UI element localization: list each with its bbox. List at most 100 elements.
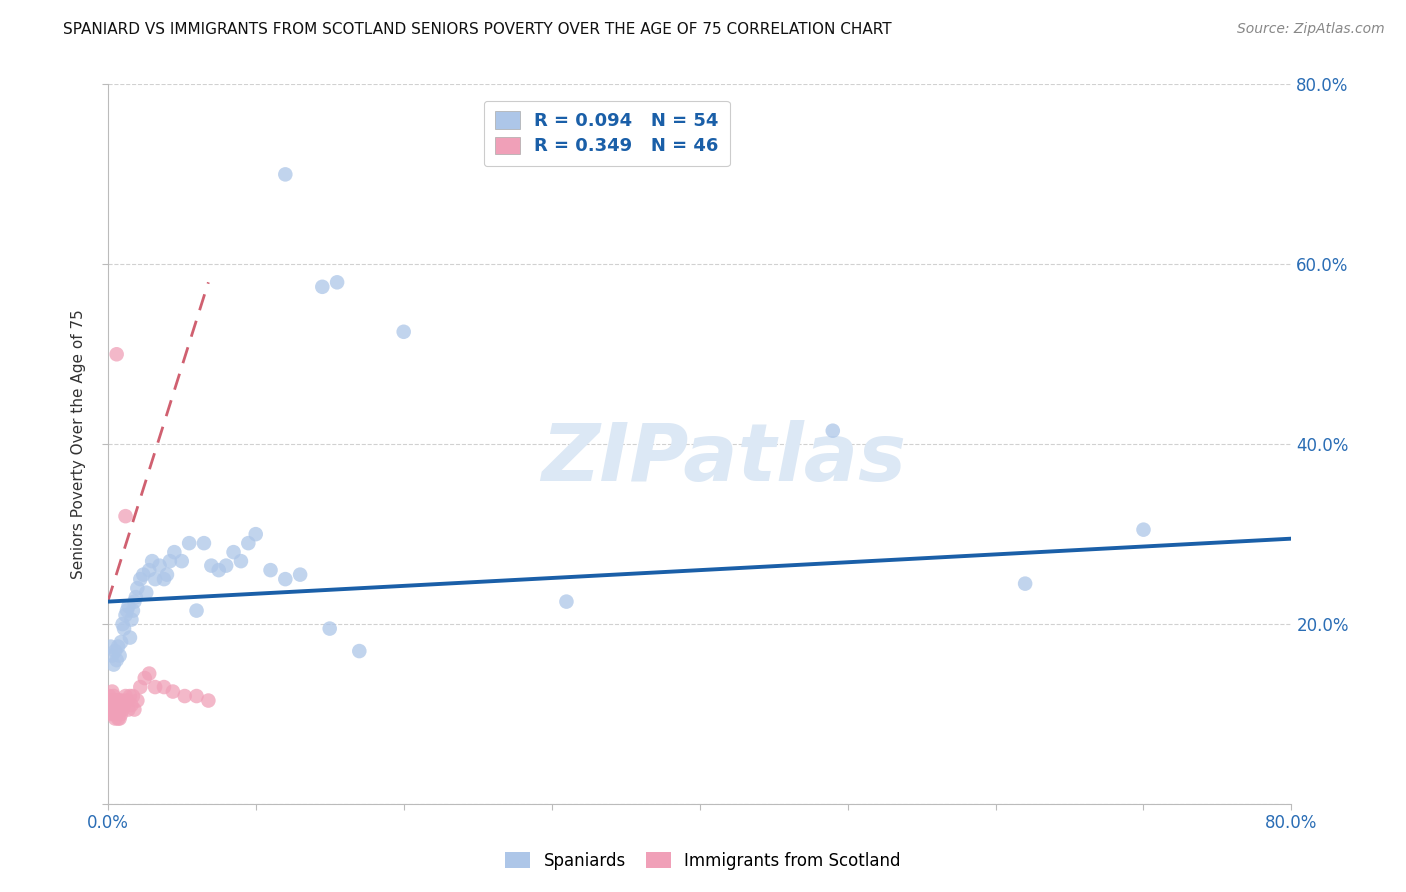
Point [107,702,129,716]
Point [288,567,311,582]
Point [179,536,201,550]
Point [193,536,215,550]
Point [111,617,134,632]
Point [110,635,132,649]
Y-axis label: Seniors Poverty Over the Age of 75: Seniors Poverty Over the Age of 75 [72,310,86,579]
Point [159,554,181,568]
Point [105,653,128,667]
Point [1014,576,1036,591]
Point [108,712,131,726]
Point [114,509,136,524]
Point [111,693,134,707]
Point [100,640,122,654]
Point [103,706,125,721]
Point [238,536,260,550]
Point [245,527,267,541]
Point [197,693,219,707]
Point [222,545,245,559]
Point [105,698,128,712]
Point [143,680,166,694]
Text: SPANIARD VS IMMIGRANTS FROM SCOTLAND SENIORS POVERTY OVER THE AGE OF 75 CORRELAT: SPANIARD VS IMMIGRANTS FROM SCOTLAND SEN… [63,22,891,37]
Point [274,572,297,586]
Point [122,604,145,618]
Legend: R = 0.094   N = 54, R = 0.349   N = 46: R = 0.094 N = 54, R = 0.349 N = 46 [484,101,730,166]
Point [132,567,155,582]
Text: ZIPatlas: ZIPatlas [541,419,905,498]
Point [104,693,127,707]
Point [555,594,578,608]
Point [349,644,371,658]
Point [112,622,135,636]
Point [101,648,124,663]
Point [392,325,415,339]
Point [125,590,148,604]
Point [103,657,125,672]
Point [170,554,193,568]
Point [173,689,195,703]
Point [821,424,844,438]
Point [114,608,136,623]
Point [98,702,121,716]
Point [208,563,231,577]
Point [118,689,141,703]
Point [129,572,152,586]
Point [186,689,208,703]
Point [112,698,135,712]
Text: Source: ZipAtlas.com: Source: ZipAtlas.com [1237,22,1385,37]
Point [104,702,127,716]
Point [115,693,138,707]
Point [120,698,142,712]
Point [215,558,238,573]
Point [108,648,131,663]
Point [105,706,128,721]
Point [108,702,131,716]
Point [153,680,176,694]
Point [319,622,342,636]
Point [100,693,122,707]
Point [311,280,333,294]
Point [107,640,129,654]
Point [97,693,120,707]
Point [101,693,124,707]
Point [111,702,134,716]
Point [103,698,125,712]
Point [114,689,136,703]
Point [105,347,128,361]
Point [200,558,222,573]
Point [129,680,152,694]
Point [156,567,179,582]
Point [1132,523,1154,537]
Point [124,594,146,608]
Point [110,698,132,712]
Point [107,712,129,726]
Point [117,599,139,613]
Point [120,613,142,627]
Legend: Spaniards, Immigrants from Scotland: Spaniards, Immigrants from Scotland [499,846,907,877]
Point [138,563,160,577]
Point [124,702,146,716]
Point [100,706,122,721]
Point [108,693,131,707]
Point [104,644,127,658]
Point [141,554,163,568]
Point [326,275,349,289]
Point [186,604,208,618]
Point [127,581,149,595]
Point [134,671,156,685]
Point [135,585,157,599]
Point [98,698,121,712]
Point [163,545,186,559]
Point [110,706,132,721]
Point [162,684,184,698]
Point [143,572,166,586]
Point [101,684,124,698]
Point [117,702,139,716]
Point [107,693,129,707]
Point [138,666,160,681]
Point [103,689,125,703]
Point [118,631,141,645]
Point [98,689,121,703]
Point [115,604,138,618]
Point [101,702,124,716]
Point [148,558,170,573]
